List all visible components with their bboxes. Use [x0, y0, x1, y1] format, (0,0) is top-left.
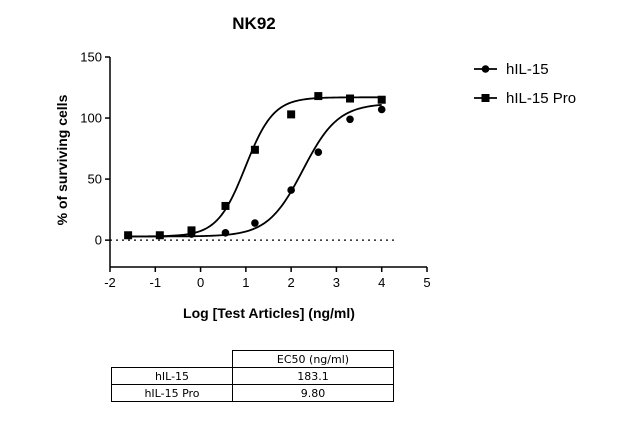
data-point-hil15-pro	[314, 92, 323, 101]
dose-response-chart: NK92 0 50 100 150 -2 -1 0 1 2 3 4 5 Log [Test Artic…	[54, 14, 576, 321]
data-point-hil15-pro	[287, 110, 296, 119]
x-tick-label: -1	[150, 275, 162, 290]
y-tick-label: 150	[80, 50, 102, 65]
ec50-table: EC50 (ng/ml) hIL-15 183.1 hIL-15 Pro 9.8…	[111, 350, 394, 402]
data-point-hil15-pro	[250, 145, 259, 154]
table-row-value: 9.80	[232, 384, 394, 402]
y-tick-label: 100	[80, 111, 102, 126]
table-corner-cell	[112, 351, 233, 368]
curve-hil15-pro	[128, 96, 382, 238]
curve-hil15	[128, 103, 382, 238]
chart-title: NK92	[232, 14, 275, 33]
x-tick-label: 0	[197, 275, 204, 290]
table-row: hIL-15 183.1	[111, 367, 394, 385]
data-point-hil15	[221, 229, 230, 237]
data-point-hil15	[346, 115, 354, 124]
table-header-ec50: EC50 (ng/ml)	[232, 350, 394, 368]
y-axis-title: % of surviving cells	[54, 94, 70, 225]
x-axis-title: Log [Test Articles] (ng/ml)	[183, 305, 355, 321]
y-tick-label: 0	[95, 233, 102, 248]
y-tick-label: 50	[88, 172, 102, 187]
legend-marker-square	[481, 94, 490, 102]
table-row: hIL-15 Pro 9.80	[111, 384, 394, 402]
data-point-hil15	[314, 148, 323, 157]
legend-marker-circle	[481, 65, 490, 73]
data-point-hil15-pro	[155, 231, 164, 240]
data-point-hil15-pro	[377, 95, 386, 104]
table-row-label: hIL-15	[111, 367, 233, 385]
data-point-hil15-pro	[187, 226, 196, 235]
x-tick-label: 4	[378, 275, 385, 290]
plot-area: 0 50 100 150 -2 -1 0 1 2 3 4 5	[80, 50, 430, 291]
data-point-hil15-pro	[124, 231, 133, 240]
data-point-hil15	[251, 219, 259, 227]
table-header-row: EC50 (ng/ml)	[112, 350, 394, 368]
table-row-value: 183.1	[232, 367, 394, 385]
data-point-hil15	[287, 186, 295, 194]
data-point-hil15-pro	[346, 94, 355, 103]
data-point-hil15-pro	[221, 201, 230, 210]
data-point-hil15	[377, 105, 386, 114]
x-tick-label: 1	[242, 275, 249, 290]
table-row-label: hIL-15 Pro	[111, 384, 233, 402]
legend: hIL-15 hIL-15 Pro	[474, 61, 576, 107]
x-tick-label: 5	[423, 275, 430, 290]
x-tick-label: 2	[288, 275, 295, 290]
legend-label: hIL-15	[506, 61, 549, 78]
x-tick-label: 3	[333, 275, 340, 290]
x-tick-label: -2	[104, 275, 116, 290]
legend-label: hIL-15 Pro	[506, 90, 576, 107]
